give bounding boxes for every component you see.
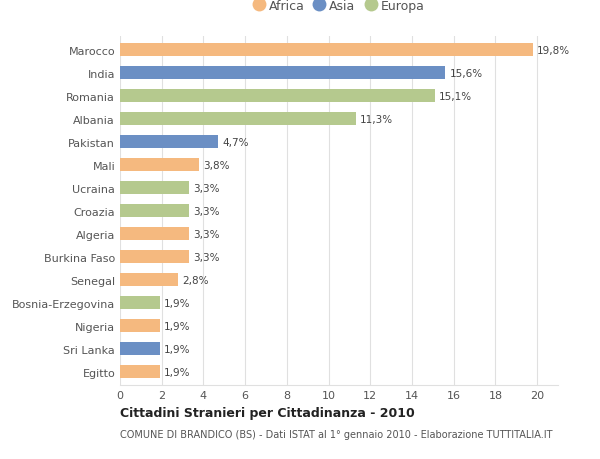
Bar <box>120 90 435 103</box>
Text: 3,3%: 3,3% <box>193 252 220 262</box>
Text: 1,9%: 1,9% <box>164 298 190 308</box>
Bar <box>120 342 160 355</box>
Text: 1,9%: 1,9% <box>164 321 190 331</box>
Text: 15,1%: 15,1% <box>439 91 472 101</box>
Text: 1,9%: 1,9% <box>164 367 190 377</box>
Text: 3,3%: 3,3% <box>193 183 220 193</box>
Bar <box>120 251 189 263</box>
Text: 11,3%: 11,3% <box>360 114 393 124</box>
Bar <box>120 136 218 149</box>
Bar <box>120 159 199 172</box>
Bar <box>120 365 160 378</box>
Bar <box>120 205 189 218</box>
Text: 4,7%: 4,7% <box>222 137 249 147</box>
Text: 3,3%: 3,3% <box>193 206 220 216</box>
Bar <box>120 274 178 286</box>
Bar <box>120 182 189 195</box>
Text: 1,9%: 1,9% <box>164 344 190 354</box>
Text: Cittadini Stranieri per Cittadinanza - 2010: Cittadini Stranieri per Cittadinanza - 2… <box>120 406 415 419</box>
Text: 3,8%: 3,8% <box>203 160 230 170</box>
Bar <box>120 319 160 332</box>
Bar <box>120 297 160 309</box>
Text: 19,8%: 19,8% <box>537 45 570 56</box>
Text: 3,3%: 3,3% <box>193 229 220 239</box>
Bar <box>120 228 189 241</box>
Bar <box>120 113 356 126</box>
Text: 2,8%: 2,8% <box>182 275 209 285</box>
Text: COMUNE DI BRANDICO (BS) - Dati ISTAT al 1° gennaio 2010 - Elaborazione TUTTITALI: COMUNE DI BRANDICO (BS) - Dati ISTAT al … <box>120 429 553 439</box>
Bar <box>120 44 533 57</box>
Bar <box>120 67 445 80</box>
Text: 15,6%: 15,6% <box>449 68 482 78</box>
Legend: Africa, Asia, Europa: Africa, Asia, Europa <box>251 0 427 16</box>
